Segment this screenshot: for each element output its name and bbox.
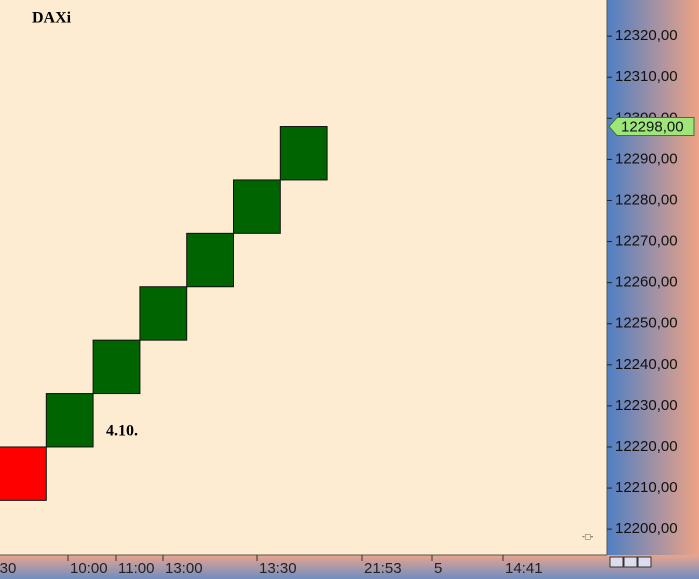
y-tick-label: 12280,00 [615,191,678,208]
x-tick-label: 13:00 [165,560,203,577]
last-price-label: 12298,00 [621,118,684,135]
brick [186,232,234,288]
last-price-tag [608,117,695,137]
x-tick-label: 13:30 [259,560,297,577]
price-axis [607,0,699,555]
y-tick-label: 12250,00 [615,315,678,332]
plot-area [0,0,607,555]
brick [139,286,188,341]
icon[interactable] [637,556,652,568]
brick [45,393,94,448]
icon[interactable] [623,556,638,568]
y-tick-label: 12240,00 [615,356,678,373]
y-tick-label: 12230,00 [615,397,678,414]
x-tick-label: 10:00 [70,560,108,577]
brick [0,446,47,501]
icon[interactable] [609,556,624,568]
y-tick-label: 12270,00 [615,233,678,250]
brick [279,126,328,181]
x-tick-label: 11:00 [118,560,154,577]
y-tick-label: 12320,00 [615,27,678,44]
y-tick-label: 12210,00 [615,479,678,496]
y-tick-label: 12290,00 [615,150,678,167]
x-tick-label: 30 [0,560,16,577]
y-tick-label: 12200,00 [615,520,678,537]
x-tick-label: 14:41 [505,560,543,577]
icon[interactable]: -□- [582,531,593,541]
y-tick-label: 12310,00 [615,68,678,85]
brick [233,179,281,234]
brick [92,339,141,395]
annotation: 4.10. [106,423,138,440]
x-tick-label: 5 [434,560,442,577]
toolbar-icons[interactable]: -□- [582,531,652,568]
y-tick-label: 12260,00 [615,274,678,291]
chart-title: DAXi [32,10,72,27]
y-tick-label: 12220,00 [615,438,678,455]
x-tick-label: 21:53 [364,560,402,577]
